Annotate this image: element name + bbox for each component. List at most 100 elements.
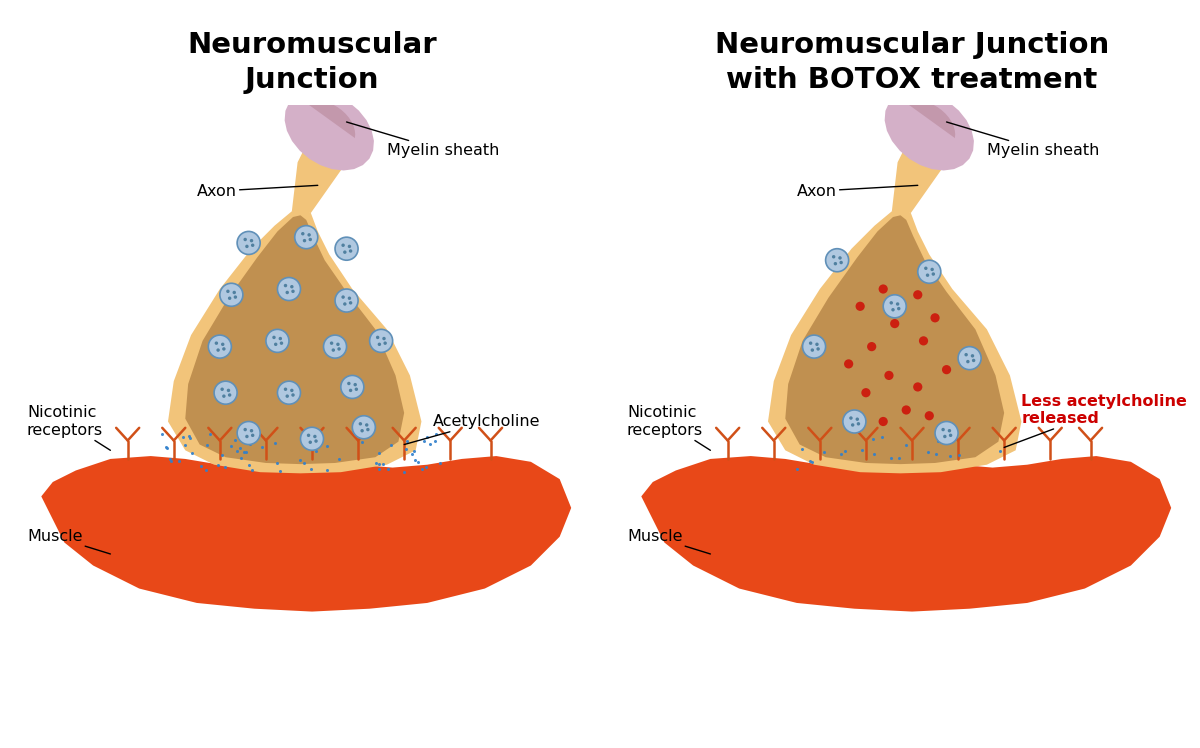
Circle shape: [335, 237, 358, 260]
Circle shape: [324, 335, 347, 358]
Circle shape: [234, 295, 238, 298]
Circle shape: [295, 226, 318, 248]
Circle shape: [349, 301, 353, 304]
Text: Nicotinic
receptors: Nicotinic receptors: [26, 405, 110, 450]
Circle shape: [839, 256, 841, 260]
Polygon shape: [906, 100, 955, 138]
Polygon shape: [284, 91, 374, 171]
Circle shape: [214, 381, 238, 404]
Circle shape: [330, 341, 334, 345]
Circle shape: [277, 278, 300, 301]
Circle shape: [815, 343, 818, 346]
Text: Myelin sheath: Myelin sheath: [947, 122, 1099, 159]
Circle shape: [302, 239, 306, 242]
Circle shape: [856, 301, 865, 311]
Circle shape: [930, 268, 934, 272]
Circle shape: [335, 289, 358, 312]
Circle shape: [313, 435, 317, 438]
Circle shape: [857, 422, 860, 426]
Circle shape: [331, 349, 335, 352]
Circle shape: [300, 427, 324, 450]
Circle shape: [943, 435, 947, 438]
Circle shape: [359, 422, 362, 426]
Circle shape: [251, 244, 254, 247]
Circle shape: [918, 260, 941, 283]
Circle shape: [366, 428, 370, 432]
Circle shape: [292, 289, 295, 293]
Circle shape: [889, 301, 893, 304]
Text: Acetylcholine: Acetylcholine: [404, 414, 540, 444]
Circle shape: [832, 255, 835, 259]
Circle shape: [924, 266, 928, 270]
Circle shape: [221, 343, 224, 346]
Circle shape: [221, 387, 224, 391]
Circle shape: [890, 319, 899, 328]
Circle shape: [850, 417, 853, 420]
Circle shape: [966, 360, 970, 364]
Circle shape: [348, 245, 352, 248]
Circle shape: [370, 329, 392, 352]
Circle shape: [349, 249, 353, 253]
Circle shape: [308, 238, 312, 241]
Text: Muscle: Muscle: [26, 529, 110, 554]
Circle shape: [856, 417, 859, 421]
Text: Less acetylcholine
released: Less acetylcholine released: [1004, 393, 1187, 447]
Circle shape: [913, 382, 923, 391]
Text: Axon: Axon: [797, 183, 918, 199]
Circle shape: [949, 434, 953, 437]
Circle shape: [842, 410, 866, 433]
Circle shape: [347, 381, 350, 385]
Circle shape: [245, 245, 248, 248]
Polygon shape: [641, 456, 1171, 612]
Circle shape: [809, 341, 812, 345]
Circle shape: [898, 307, 900, 310]
Polygon shape: [892, 122, 964, 213]
Circle shape: [238, 422, 260, 444]
Circle shape: [280, 341, 283, 345]
Circle shape: [286, 291, 289, 294]
Circle shape: [233, 291, 236, 294]
Circle shape: [343, 302, 347, 306]
Circle shape: [277, 381, 300, 404]
Polygon shape: [292, 122, 364, 213]
Circle shape: [215, 341, 218, 345]
Circle shape: [972, 359, 976, 362]
Polygon shape: [185, 215, 404, 464]
Circle shape: [958, 346, 982, 370]
Title: Neuromuscular
Junction: Neuromuscular Junction: [187, 31, 437, 94]
Polygon shape: [41, 456, 571, 612]
Text: Axon: Axon: [197, 183, 318, 199]
Circle shape: [341, 244, 344, 247]
Circle shape: [349, 389, 353, 392]
Circle shape: [348, 296, 352, 300]
Circle shape: [228, 296, 232, 300]
Circle shape: [283, 387, 287, 391]
Circle shape: [341, 375, 364, 399]
Circle shape: [353, 416, 376, 439]
Circle shape: [220, 283, 242, 306]
Circle shape: [355, 387, 358, 391]
Circle shape: [283, 283, 287, 287]
Circle shape: [290, 285, 294, 289]
Circle shape: [308, 441, 312, 444]
Circle shape: [266, 329, 289, 352]
Circle shape: [209, 335, 232, 358]
Circle shape: [931, 272, 935, 276]
Text: Nicotinic
receptors: Nicotinic receptors: [626, 405, 710, 450]
Circle shape: [884, 371, 894, 380]
Circle shape: [919, 337, 928, 346]
Circle shape: [811, 349, 814, 352]
Circle shape: [925, 411, 934, 420]
Circle shape: [360, 429, 364, 432]
Circle shape: [883, 295, 906, 318]
Circle shape: [238, 231, 260, 254]
Circle shape: [250, 239, 253, 242]
Circle shape: [307, 233, 311, 236]
Circle shape: [244, 428, 247, 432]
Circle shape: [228, 393, 232, 396]
Circle shape: [244, 238, 247, 241]
Circle shape: [278, 337, 282, 340]
Circle shape: [307, 434, 311, 437]
Circle shape: [892, 308, 895, 311]
Circle shape: [222, 394, 226, 398]
